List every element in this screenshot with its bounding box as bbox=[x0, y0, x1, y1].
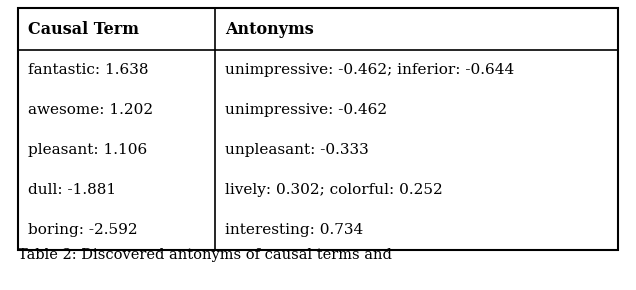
Text: interesting: 0.734: interesting: 0.734 bbox=[225, 223, 363, 237]
Text: unimpressive: -0.462: unimpressive: -0.462 bbox=[225, 103, 387, 117]
Text: awesome: 1.202: awesome: 1.202 bbox=[28, 103, 153, 117]
Text: fantastic: 1.638: fantastic: 1.638 bbox=[28, 63, 148, 77]
Text: pleasant: 1.106: pleasant: 1.106 bbox=[28, 143, 148, 157]
Text: unpleasant: -0.333: unpleasant: -0.333 bbox=[225, 143, 368, 157]
Bar bbox=[18, 8, 618, 250]
Text: Table 2: Discovered antonyms of causal terms and: Table 2: Discovered antonyms of causal t… bbox=[18, 248, 392, 262]
Text: Causal Term: Causal Term bbox=[28, 21, 139, 37]
Text: dull: -1.881: dull: -1.881 bbox=[28, 183, 116, 197]
Text: boring: -2.592: boring: -2.592 bbox=[28, 223, 137, 237]
Text: lively: 0.302; colorful: 0.252: lively: 0.302; colorful: 0.252 bbox=[225, 183, 443, 197]
Text: unimpressive: -0.462; inferior: -0.644: unimpressive: -0.462; inferior: -0.644 bbox=[225, 63, 514, 77]
Text: Antonyms: Antonyms bbox=[225, 21, 314, 37]
